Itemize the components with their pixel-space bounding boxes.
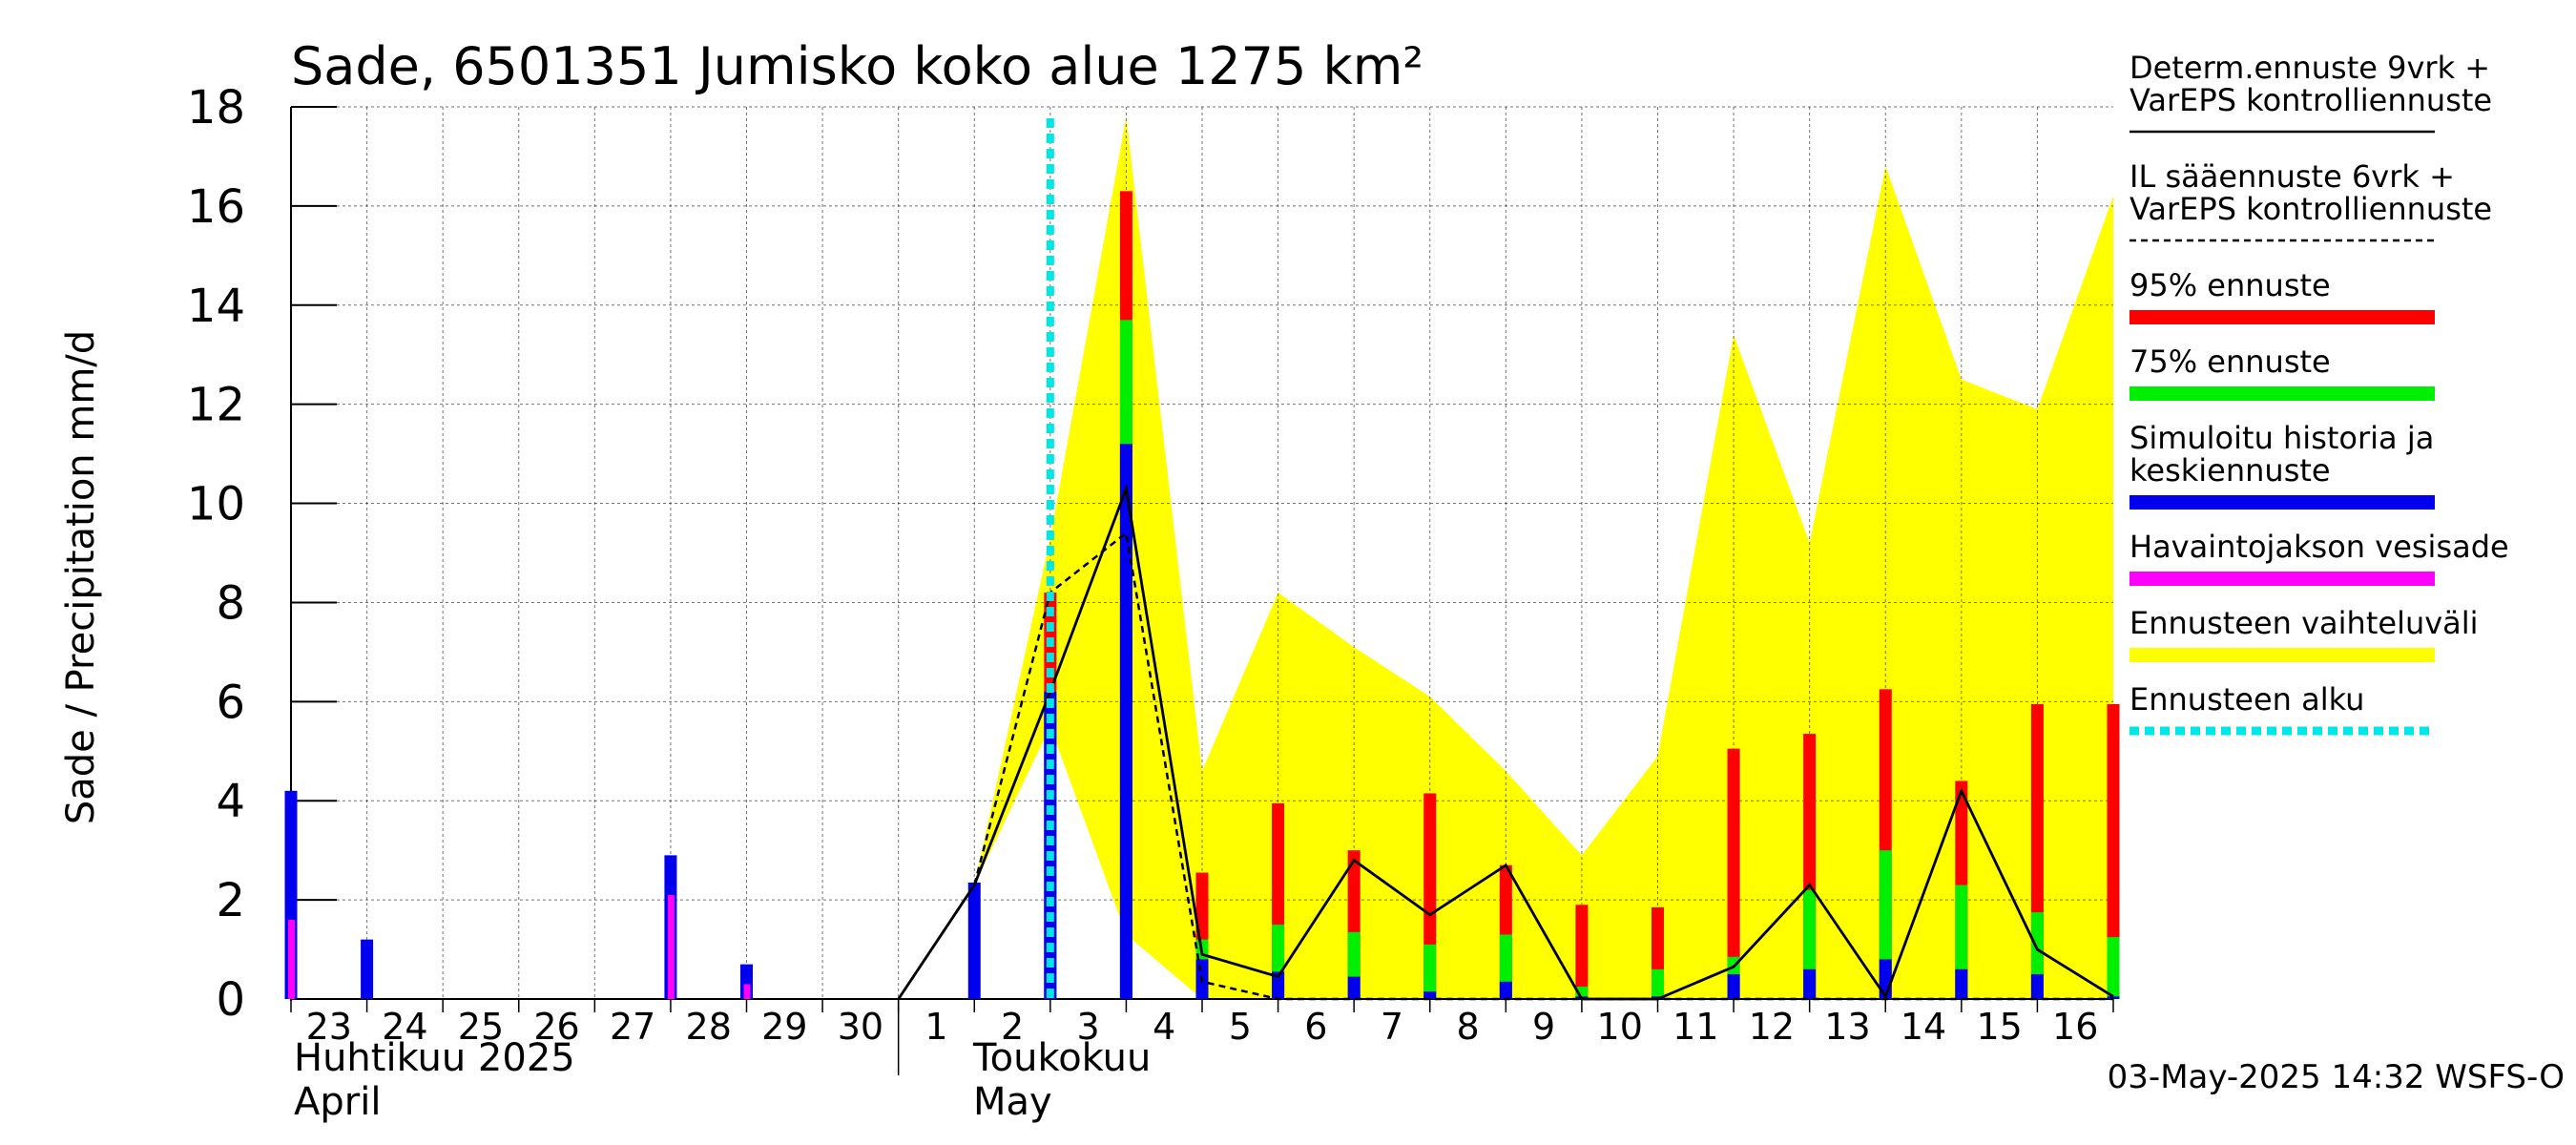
x-tick-label: 5 xyxy=(1229,1006,1252,1048)
bar-mean xyxy=(1119,444,1132,999)
line-deterministic xyxy=(897,483,2114,1001)
x-tick-label: 11 xyxy=(1672,1006,1718,1048)
x-tick-label: 23 xyxy=(306,1006,352,1048)
legend-swatch xyxy=(2129,386,2435,401)
x-tick-label: 28 xyxy=(686,1006,732,1048)
legend-swatch xyxy=(2129,572,2435,586)
bar-mean xyxy=(1727,974,1740,999)
bar-mean xyxy=(1423,991,1437,999)
chart-title: Sade, 6501351 Jumisko koko alue 1275 km² xyxy=(291,36,1423,96)
grid xyxy=(291,106,2113,1000)
x-tick-label: 6 xyxy=(1304,1006,1327,1048)
legend-swatch xyxy=(2129,310,2435,324)
legend-label: Havaintojakson vesisade xyxy=(2129,529,2509,565)
month-label-april-en: April xyxy=(294,1080,381,1124)
y-tick-label: 4 xyxy=(216,775,245,828)
line-il-forecast xyxy=(897,531,2113,1001)
legend-label: Ennusteen vaihteluväli xyxy=(2129,605,2479,641)
month-label-may-en: May xyxy=(973,1080,1052,1124)
legend-label: VarEPS kontrolliennuste xyxy=(2129,191,2492,227)
legend-label: IL sääennuste 6vrk + xyxy=(2129,158,2455,195)
bar-mean xyxy=(1803,968,1817,999)
x-tick-label: 26 xyxy=(533,1006,579,1048)
x-tick-label: 8 xyxy=(1456,1006,1479,1048)
x-tick-label: 30 xyxy=(838,1006,883,1048)
legend-label: Simuloitu historia ja xyxy=(2129,420,2434,456)
bar-mean xyxy=(967,882,981,999)
x-tick-label: 27 xyxy=(610,1006,655,1048)
x-tick-label: 24 xyxy=(382,1006,427,1048)
y-tick-label: 10 xyxy=(187,478,245,531)
range-band xyxy=(974,116,2113,999)
y-tick-label: 12 xyxy=(187,379,245,432)
y-tick-label: 2 xyxy=(216,874,245,927)
bar-observed xyxy=(288,919,295,999)
y-tick-label: 6 xyxy=(216,676,245,729)
bar-95 xyxy=(1727,748,1740,999)
y-tick-label: 8 xyxy=(216,576,245,630)
y-tick-label: 18 xyxy=(187,81,245,135)
bar-mean xyxy=(1272,971,1285,999)
bar-mean xyxy=(2107,996,2120,999)
bar-95 xyxy=(2107,703,2120,999)
bar-75 xyxy=(1652,968,1664,999)
legend-label: Determ.ennuste 9vrk + xyxy=(2129,50,2490,86)
month-label-may-fi: Toukokuu xyxy=(972,1036,1151,1080)
x-tick-label: 2 xyxy=(1001,1006,1024,1048)
bar-observed xyxy=(667,894,675,999)
x-tick-label: 29 xyxy=(761,1006,807,1048)
month-label-april-fi: Huhtikuu 2025 xyxy=(294,1036,575,1080)
y-axis-label: Sade / Precipitation mm/d xyxy=(59,330,103,824)
x-tick-label: 10 xyxy=(1597,1006,1643,1048)
bar-mean xyxy=(1955,968,1968,999)
bar-mean xyxy=(1499,981,1512,999)
bar-75 xyxy=(2107,937,2120,999)
legend-label: VarEPS kontrolliennuste xyxy=(2129,82,2492,118)
x-tick-label: 16 xyxy=(2052,1006,2098,1048)
footer-timestamp: 03-May-2025 14:32 WSFS-O xyxy=(2108,1058,2565,1096)
legend-swatch xyxy=(2129,648,2435,662)
bar-75 xyxy=(1423,944,1437,999)
legend-swatch xyxy=(2129,495,2435,510)
bar-mean xyxy=(361,939,374,999)
y-tick-label: 14 xyxy=(187,280,245,333)
x-tick-label: 12 xyxy=(1749,1006,1795,1048)
legend-label: 75% ennuste xyxy=(2129,344,2331,380)
bar-observed xyxy=(743,984,751,999)
x-tick-label: 3 xyxy=(1077,1006,1100,1048)
x-tick-label: 9 xyxy=(1532,1006,1555,1048)
x-tick-label: 15 xyxy=(1976,1006,2022,1048)
x-tick-label: 25 xyxy=(458,1006,504,1048)
x-tick-label: 14 xyxy=(1901,1006,1946,1048)
bar-95 xyxy=(1575,905,1589,999)
x-tick-label: 1 xyxy=(924,1006,947,1048)
legend-label: 95% ennuste xyxy=(2129,267,2331,303)
legend-label: keskiennuste xyxy=(2129,452,2331,489)
x-tick-label: 4 xyxy=(1153,1006,1175,1048)
legend-label: Ennusteen alku xyxy=(2129,681,2364,718)
x-tick-label: 13 xyxy=(1824,1006,1870,1048)
y-tick-label: 16 xyxy=(187,180,245,234)
x-tick-label: 7 xyxy=(1381,1006,1403,1048)
legend: Determ.ennuste 9vrk +VarEPS kontrollienn… xyxy=(2129,50,2509,736)
bar-mean xyxy=(2030,974,2044,999)
bar-mean xyxy=(1347,976,1361,999)
y-tick-label: 0 xyxy=(216,973,245,1027)
